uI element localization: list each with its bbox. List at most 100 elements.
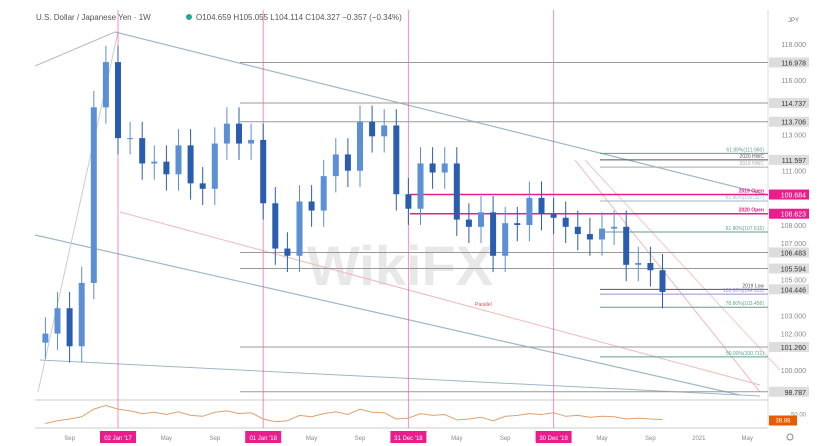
x-tick-label: May — [306, 436, 317, 442]
y-tick-label: 113.000 — [781, 133, 806, 140]
candle-body — [127, 138, 134, 140]
candle-body — [490, 212, 497, 256]
price-tag — [769, 247, 809, 258]
price-tag — [769, 208, 809, 219]
candle-body — [574, 226, 581, 235]
price-tag-label: 116.978 — [781, 60, 806, 67]
parallel-line — [119, 211, 761, 386]
trendline — [39, 359, 761, 397]
level-label: 2019 Open — [739, 189, 764, 195]
level-label: 2019 HWC — [740, 161, 765, 167]
currency-label: JPY — [788, 18, 799, 24]
price-tag — [769, 98, 809, 109]
level-label: 61.80%(111.960) — [726, 147, 764, 153]
y-tick-label: 118.000 — [781, 42, 806, 49]
level-label: 2020 HWC — [740, 154, 765, 160]
x-tick-label: Sep — [500, 436, 511, 442]
candle-body — [272, 203, 279, 249]
candle-body — [417, 163, 424, 209]
candle-body — [538, 197, 545, 215]
candle-body — [599, 228, 605, 240]
candle-body — [296, 201, 303, 256]
candle-body — [187, 145, 194, 184]
candle-body — [550, 214, 557, 218]
candle-body — [151, 161, 158, 164]
candle-body — [429, 163, 436, 173]
y-tick-label: 105.000 — [781, 277, 806, 284]
candle-body — [115, 62, 121, 139]
trendline — [574, 159, 761, 393]
settings-gear-icon[interactable] — [786, 433, 794, 441]
level-label: 61.80%(107.615) — [726, 226, 765, 232]
symbol-title: U.S. Dollar / Japanese Yen · 1W — [36, 13, 151, 22]
level-label: 100.00%(104.183) — [723, 288, 764, 294]
price-tag — [769, 284, 809, 295]
candle-body — [90, 107, 97, 283]
candle-body — [66, 308, 73, 347]
x-tick-label: Sep — [209, 436, 220, 442]
trendline — [34, 234, 741, 396]
price-tag-label: 111.597 — [782, 158, 806, 165]
candle-body — [260, 139, 267, 204]
candle-body — [453, 163, 460, 220]
parallel-label: Parallel — [475, 302, 492, 308]
y-tick-label: 108.000 — [781, 223, 806, 230]
x-tick-highlight — [245, 431, 282, 443]
candle-body — [248, 139, 255, 144]
y-tick-label: 103.000 — [781, 314, 806, 321]
candle-body — [526, 197, 533, 225]
price-tag-label: 106.483 — [781, 250, 806, 257]
trendline — [114, 31, 769, 196]
x-tick-label: 2021 — [692, 436, 706, 442]
candle-body — [502, 223, 509, 256]
candle-body — [623, 226, 630, 265]
level-label: 2020 Open — [739, 208, 764, 214]
candle-body — [308, 201, 315, 211]
candle-body — [647, 263, 654, 271]
x-tick-highlight — [535, 431, 572, 443]
y-tick-label: 100.000 — [781, 368, 806, 375]
x-tick-highlight — [100, 431, 136, 443]
x-tick-label: 31 Dec '18 — [394, 436, 423, 442]
y-tick-label: 107.000 — [781, 241, 806, 248]
candle-body — [175, 145, 182, 175]
level-label: 61.80%(109.327) — [726, 195, 765, 201]
candle-body — [54, 308, 61, 334]
candle-body — [465, 219, 472, 227]
candle-body — [381, 125, 388, 137]
price-tag-label: 104.446 — [781, 287, 806, 294]
y-tick-label: 102.000 — [781, 332, 806, 339]
candle-body — [562, 217, 569, 227]
x-tick-label: May — [161, 436, 172, 442]
candle-body — [284, 248, 291, 256]
price-tag — [769, 341, 809, 352]
candle-body — [586, 234, 593, 240]
candle-body — [357, 121, 363, 171]
level-label: 2019 Low — [742, 283, 764, 289]
trendline — [34, 31, 116, 67]
rsi-value-label: 38.86 — [775, 419, 791, 425]
level-label: 50.00%(100.711) — [726, 351, 764, 357]
price-tag-label: 108.623 — [781, 212, 806, 219]
candle-body — [211, 143, 218, 189]
rsi-value-tag — [769, 415, 797, 426]
candle-body — [102, 62, 109, 108]
x-tick-label: May — [451, 436, 462, 442]
candle-body — [139, 138, 146, 164]
candle-body — [393, 125, 400, 195]
x-tick-label: 02 Jan '17 — [104, 436, 132, 442]
x-tick-label: Sep — [355, 436, 366, 442]
candle-body — [320, 176, 327, 211]
x-tick-highlight — [390, 431, 427, 443]
price-tag-label: 109.684 — [781, 193, 806, 200]
price-tag — [769, 386, 809, 397]
status-dot-icon — [186, 14, 192, 20]
y-tick-label: 116.000 — [781, 78, 806, 85]
level-label: 78.60%(103.456) — [726, 301, 765, 307]
price-tag-label: 114.737 — [781, 101, 806, 108]
candle-body — [344, 154, 351, 171]
ohlc-readout: O104.659 H105.055 L104.114 C104.327 −0.3… — [196, 13, 402, 22]
candle-body — [478, 212, 484, 227]
